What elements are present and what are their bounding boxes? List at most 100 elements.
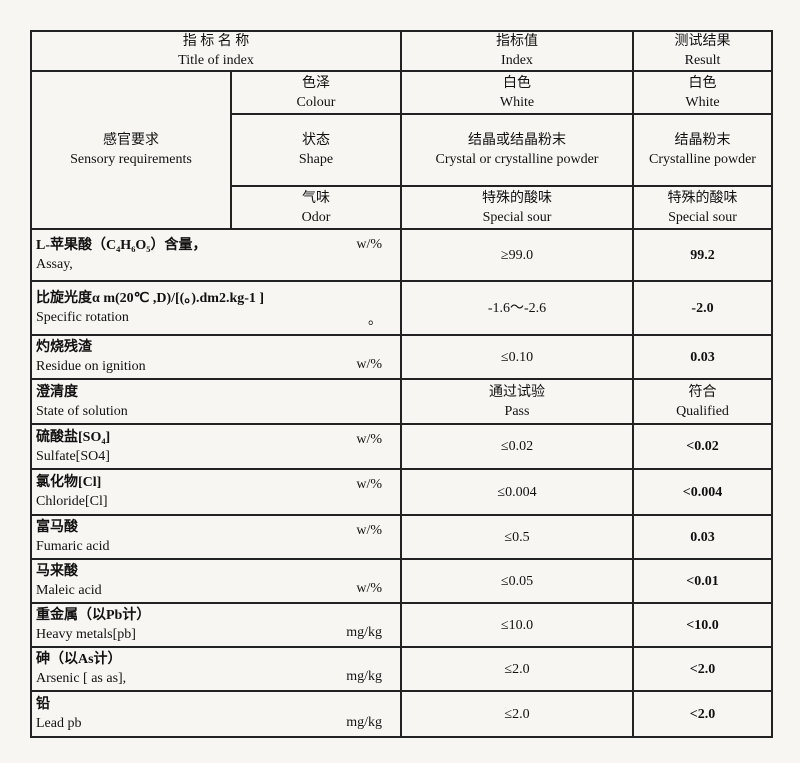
result-cn: 特殊的酸味 bbox=[667, 190, 738, 206]
item-name: L-苹果酸（C₄H₆O₅）含量， Assay, w/% bbox=[30, 228, 402, 282]
item-row: 马来酸 Maleic acid w/% ≤0.05 <0.01 bbox=[30, 558, 773, 604]
index-text: ≥99.0 bbox=[500, 247, 534, 263]
attribute-cn: 气味 bbox=[302, 190, 330, 206]
item-unit: w/% bbox=[356, 237, 382, 252]
index-en: Special sour bbox=[482, 209, 552, 225]
item-name-cn: 马来酸 bbox=[36, 564, 78, 579]
header-result: 测试结果 Result bbox=[632, 30, 773, 72]
item-row: 灼烧残渣 Residue on ignition w/% ≤0.10 0.03 bbox=[30, 334, 773, 380]
header-result-en: Result bbox=[684, 53, 721, 68]
sensory-attribute: 色泽 Colour bbox=[230, 70, 402, 115]
index-value: ≤0.05 bbox=[400, 558, 634, 604]
index-value: ≤2.0 bbox=[400, 646, 634, 692]
item-row: 氯化物[Cl] Chloride[Cl] w/% ≤0.004 <0.004 bbox=[30, 468, 773, 516]
result-en: White bbox=[685, 94, 720, 110]
item-name: 比旋光度α m(20℃ ,D)/[(。).dm2.kg-1 ] Specific … bbox=[30, 280, 402, 336]
item-name-cn: 重金属（以Pb计） bbox=[36, 608, 151, 623]
index-value: ≤0.004 bbox=[400, 468, 634, 516]
index-text: -1.6～-2.6 bbox=[487, 300, 547, 316]
result-en: Special sour bbox=[668, 209, 737, 225]
result-text: -2.0 bbox=[691, 300, 714, 316]
item-unit: mg/kg bbox=[346, 715, 382, 730]
index-text: ≤0.05 bbox=[500, 573, 534, 589]
result-value: <2.0 bbox=[632, 690, 773, 738]
item-name-cn: 砷（以As计） bbox=[36, 652, 122, 667]
sensory-row: 气味 Odor 特殊的酸味 Special sour 特殊的酸味 Special sour bbox=[31, 185, 773, 230]
result-text: <0.01 bbox=[686, 573, 719, 589]
item-name: 重金属（以Pb计） Heavy metals[pb] mg/kg bbox=[30, 602, 402, 648]
index-text: ≤0.02 bbox=[500, 439, 534, 454]
index-value: -1.6～-2.6 bbox=[400, 280, 634, 336]
item-unit: w/% bbox=[356, 581, 382, 596]
result-value: 0.03 bbox=[632, 514, 773, 560]
sensory-attribute: 状态 Shape bbox=[230, 113, 402, 187]
sensory-row: 状态 Shape 结晶或结晶粉末 Crystal or crystalline pow… bbox=[31, 113, 773, 187]
index-en: White bbox=[499, 94, 535, 110]
index-value: ≤2.0 bbox=[400, 690, 634, 738]
item-row: 铅 Lead pb mg/kg ≤2.0 <2.0 bbox=[30, 690, 773, 738]
item-name: 马来酸 Maleic acid w/% bbox=[30, 558, 402, 604]
item-unit: w/% bbox=[356, 357, 382, 372]
item-row: 砷（以As计） Arsenic [ as as], mg/kg ≤2.0 <2.0 bbox=[30, 646, 773, 692]
result-text: <2.0 bbox=[689, 661, 716, 677]
header-title: 指 标 名 称 Title of index bbox=[30, 30, 402, 72]
result-text: <0.004 bbox=[682, 484, 723, 500]
item-unit: mg/kg bbox=[346, 669, 382, 684]
item-name-en: Assay, bbox=[36, 257, 73, 272]
item-name-en: Maleic acid bbox=[36, 583, 102, 598]
result-value: 符合 Qualified bbox=[632, 378, 773, 425]
index-text: ≤0.5 bbox=[504, 529, 530, 545]
item-name-en: Sulfate[SO4] bbox=[36, 448, 110, 464]
item-name-en: Lead pb bbox=[36, 716, 82, 731]
attribute-en: Colour bbox=[296, 94, 336, 110]
item-unit: 。 bbox=[368, 313, 382, 328]
result-cn: 白色 bbox=[688, 75, 717, 91]
item-unit: w/% bbox=[356, 432, 382, 447]
item-name-cn: L-苹果酸（C₄H₆O₅）含量， bbox=[36, 238, 207, 253]
index-value: 白色 White bbox=[400, 70, 634, 115]
item-name-cn: 氯化物[Cl] bbox=[36, 475, 102, 490]
result-en: Crystalline powder bbox=[649, 152, 756, 167]
sensory-label-en: Sensory requirements bbox=[70, 152, 192, 167]
item-row: 富马酸 Fumaric acid w/% ≤0.5 0.03 bbox=[30, 514, 773, 560]
item-name: 氯化物[Cl] Chloride[Cl] w/% bbox=[30, 468, 402, 516]
item-name: 铅 Lead pb mg/kg bbox=[30, 690, 402, 738]
sensory-row: 感官要求 Sensory requirements 色泽 Colour 白色 White 白… bbox=[30, 70, 773, 230]
result-text: 99.2 bbox=[690, 247, 715, 263]
item-row: 重金属（以Pb计） Heavy metals[pb] mg/kg ≤10.0 <10… bbox=[30, 602, 773, 648]
index-en: Crystal or crystalline powder bbox=[435, 152, 599, 167]
item-unit: w/% bbox=[356, 477, 382, 492]
index-text: ≤10.0 bbox=[500, 617, 534, 633]
item-row: 硫酸盐[SO₄] Sulfate[SO4] w/% ≤0.02 <0.02 bbox=[30, 423, 773, 470]
header-index-cn: 指标值 bbox=[496, 34, 538, 49]
item-row: L-苹果酸（C₄H₆O₅）含量， Assay, w/% ≥99.0 99.2 bbox=[30, 228, 773, 282]
result-text: <10.0 bbox=[686, 617, 719, 633]
result-text: <2.0 bbox=[689, 706, 716, 722]
header-row: 指 标 名 称 Title of index 指标值 Index 测试结果 Resul… bbox=[30, 30, 773, 72]
item-unit: w/% bbox=[356, 523, 382, 538]
item-name-en: Heavy metals[pb] bbox=[36, 627, 136, 642]
index-value: ≤10.0 bbox=[400, 602, 634, 648]
index-cn: 结晶或结晶粉末 bbox=[468, 133, 566, 148]
attribute-cn: 色泽 bbox=[302, 75, 330, 91]
attribute-cn: 状态 bbox=[302, 133, 330, 148]
result-value: -2.0 bbox=[632, 280, 773, 336]
item-name-en: Specific rotation bbox=[36, 310, 129, 325]
header-index-en: Index bbox=[501, 53, 533, 68]
item-name-en: Arsenic [ as as], bbox=[36, 671, 127, 686]
index-cn: 通过试验 bbox=[489, 384, 545, 400]
item-name-cn: 硫酸盐[SO₄] bbox=[36, 429, 111, 445]
item-name-cn: 比旋光度α m(20℃ ,D)/[(。).dm2.kg-1 ] bbox=[36, 291, 265, 306]
item-name-cn: 铅 bbox=[36, 697, 50, 712]
item-name: 硫酸盐[SO₄] Sulfate[SO4] w/% bbox=[30, 423, 402, 470]
header-result-cn: 测试结果 bbox=[674, 34, 731, 49]
index-text: ≤0.004 bbox=[497, 484, 537, 500]
item-row: 比旋光度α m(20℃ ,D)/[(。).dm2.kg-1 ] Specific … bbox=[30, 280, 773, 336]
result-value: 0.03 bbox=[632, 334, 773, 380]
item-name-en: Fumaric acid bbox=[36, 539, 110, 554]
attribute-en: Shape bbox=[298, 152, 334, 167]
result-value: <0.004 bbox=[632, 468, 773, 516]
item-name: 砷（以As计） Arsenic [ as as], mg/kg bbox=[30, 646, 402, 692]
attribute-en: Odor bbox=[301, 209, 331, 225]
